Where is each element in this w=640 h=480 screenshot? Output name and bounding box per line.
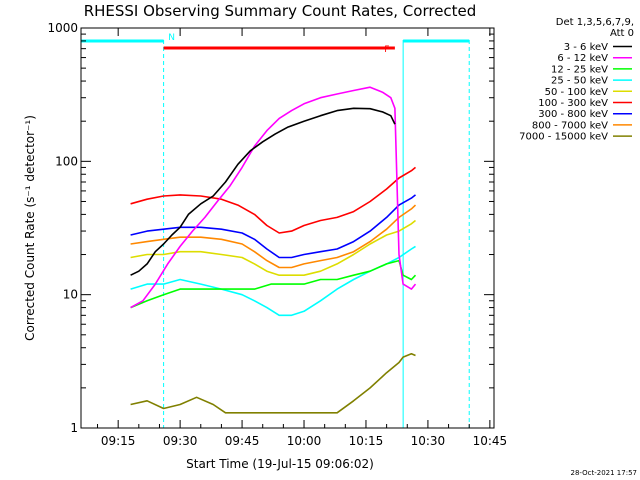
x-tick-label: 10:00	[287, 434, 322, 448]
series-line-300-800-kev	[130, 194, 416, 259]
series-line-3-6-kev	[130, 107, 396, 276]
x-axis-label: Start Time (19-Jul-15 09:06:02)	[186, 457, 374, 471]
legend-label: 300 - 800 keV	[538, 109, 608, 120]
plot-frame	[80, 27, 495, 429]
x-tick-label: 10:15	[349, 434, 384, 448]
x-tick-label: 10:45	[473, 434, 508, 448]
series-line-6-12-kev	[130, 86, 417, 309]
x-tick-label: 09:30	[163, 434, 198, 448]
y-tick-label: 10	[63, 288, 78, 302]
timestamp-footer: 28-Oct-2021 17:57	[571, 469, 637, 477]
chart-title: RHESSI Observing Summary Count Rates, Co…	[84, 2, 477, 20]
flag-label-n: N	[168, 33, 175, 43]
series-line-800-7000-kev	[130, 204, 417, 269]
legend-header-line: Att 0	[610, 28, 634, 39]
y-tick-label: 1000	[47, 21, 78, 35]
legend-label: 3 - 6 keV	[564, 42, 608, 53]
x-tick-label: 09:45	[225, 434, 260, 448]
x-tick-label: 10:30	[411, 434, 446, 448]
y-tick-label: 1	[70, 421, 78, 435]
y-tick-label: 100	[55, 154, 78, 168]
legend-label: 12 - 25 keV	[551, 64, 608, 75]
series-line-7000-15000-kev	[130, 352, 416, 414]
legend-label: 7000 - 15000 keV	[519, 132, 608, 143]
series-line-50-100-kev	[130, 219, 417, 277]
legend-label: 50 - 100 keV	[545, 87, 609, 98]
series-line-100-300-kev	[130, 166, 417, 234]
x-tick-label: 09:15	[101, 434, 136, 448]
y-axis-label: Corrected Count Rate (s⁻¹ detector⁻¹)	[23, 115, 37, 341]
legend-label: 6 - 12 keV	[557, 53, 608, 64]
flag-label-f: F	[384, 45, 389, 55]
legend-header-line: Det 1,3,5,6,7,9,	[556, 17, 634, 28]
legend-label: 800 - 7000 keV	[532, 120, 608, 131]
series-line-12-25-kev	[130, 259, 417, 309]
legend-label: 100 - 300 keV	[538, 98, 608, 109]
legend-label: 25 - 50 keV	[551, 76, 608, 87]
